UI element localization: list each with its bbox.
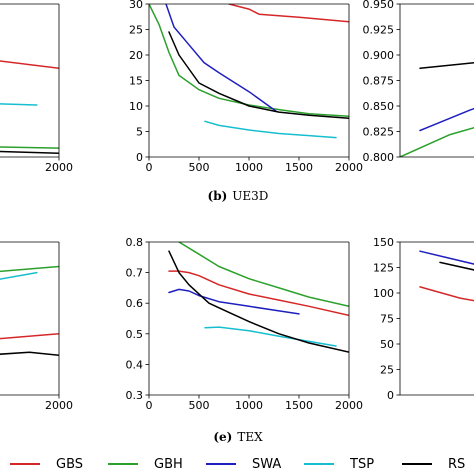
plot-area: 5001000150020000500100015002000051015202… [0,0,474,412]
line-rs [0,351,59,356]
y-tick-label: 0.875 [363,75,395,88]
line-rs [419,61,474,70]
caption-tex-name: TEX [237,430,263,444]
caption-ue3d-name: UE3D [232,189,268,203]
line-swa [419,107,474,132]
legend-label-rs: RS [448,457,465,472]
line-rs [168,250,349,353]
line-rs [168,31,349,119]
panel-right-bottom: 0 25 50 75 100 125 150 [373,236,474,402]
line-gbs [168,270,349,317]
y-tick-label: 0 [387,389,394,402]
caption-tex: (e) TEX [213,430,263,444]
caption-tex-letter: (e) [213,430,232,444]
caption-ue3d: (b) UE3D [208,189,269,203]
y-tick-label: 25 [129,24,143,37]
panel-ue3d: 0 500 1000 1500 2000 0 5 10 15 20 25 30 [129,0,363,174]
y-tick-label: 75 [380,313,394,326]
y-tick-label: 5 [136,126,143,139]
line-tsp [0,103,38,106]
y-tick-label: 0.850 [363,100,395,113]
y-tick-label: 100 [373,287,394,300]
panel-right-top: 0.800 0.825 0.850 0.875 0.900 0.925 0.950 [363,0,474,164]
line-rs [0,150,59,155]
line-swa [168,288,300,315]
y-tick-label: 0.8 [126,236,144,249]
series-lines-left-bottom [0,265,59,356]
caption-ue3d-letter: (b) [208,189,228,203]
y-tick-label: 0.925 [363,24,395,37]
legend-label-gbs: GBS [56,457,83,472]
panel-tex: 0 500 1000 1500 2000 0.3 0.4 0.5 0.6 0.7 0.8 [126,236,364,412]
y-tick-label: 0 [136,151,143,164]
x-tick-label: 1500 [285,161,313,174]
x-tick-label: 2000 [335,161,363,174]
line-gbs [0,60,59,70]
y-tick-label: 20 [129,49,143,62]
line-gbs [228,4,349,23]
y-tick-label: 50 [380,338,394,351]
x-tick-label: 1000 [235,399,263,412]
y-tick-label: 0.900 [363,49,395,62]
line-swa [165,4,277,112]
y-tick-label: 0.5 [126,328,144,341]
legend-label-swa: SWA [252,457,281,472]
y-tick-label: 125 [373,262,394,275]
x-tick-label: 1000 [235,161,263,174]
line-gbs [419,286,474,302]
series-lines-tex [168,242,349,353]
y-tick-label: 0.7 [126,267,144,280]
line-gbh [149,4,349,117]
y-tick-label: 0.3 [126,389,144,402]
line-tsp [0,271,38,280]
y-tick-label: 150 [373,236,394,249]
legend-label-gbh: GBH [154,457,183,472]
line-tsp [204,120,337,139]
y-tick-label: 0.800 [363,151,395,164]
x-tick-label: 0 [146,399,153,412]
x-tick-label: 0 [146,161,153,174]
y-tick-label: 0.6 [126,297,144,310]
line-gbh [400,126,474,157]
series-lines-left-top [0,60,59,155]
x-tick-label: 500 [189,161,210,174]
y-tick-label: 25 [380,364,394,377]
line-gbs [0,333,59,340]
x-tick-label: 2000 [45,399,73,412]
y-tick-label: 30 [129,0,143,11]
y-tick-label: 0.950 [363,0,395,11]
y-tick-label: 0.4 [126,358,144,371]
line-gbh [0,146,59,149]
x-tick-label: 1500 [285,399,313,412]
line-gbh [0,265,59,273]
x-tick-label: 500 [189,399,210,412]
line-tsp [204,326,337,347]
x-tick-label: 2000 [335,399,363,412]
series-lines-ue3d [149,4,349,139]
series-lines-right-bottom [419,250,474,302]
y-tick-label: 10 [129,100,143,113]
legend-label-tsp: TSP [349,457,374,472]
line-rs [439,261,474,271]
series-lines-right-top [400,61,474,157]
legend: GBS GBH SWA TSP RS [10,457,465,472]
y-tick-label: 0.825 [363,126,395,139]
line-swa [419,250,474,265]
line-gbh [178,242,349,308]
y-tick-label: 15 [129,75,143,88]
x-tick-label: 2000 [45,161,73,174]
